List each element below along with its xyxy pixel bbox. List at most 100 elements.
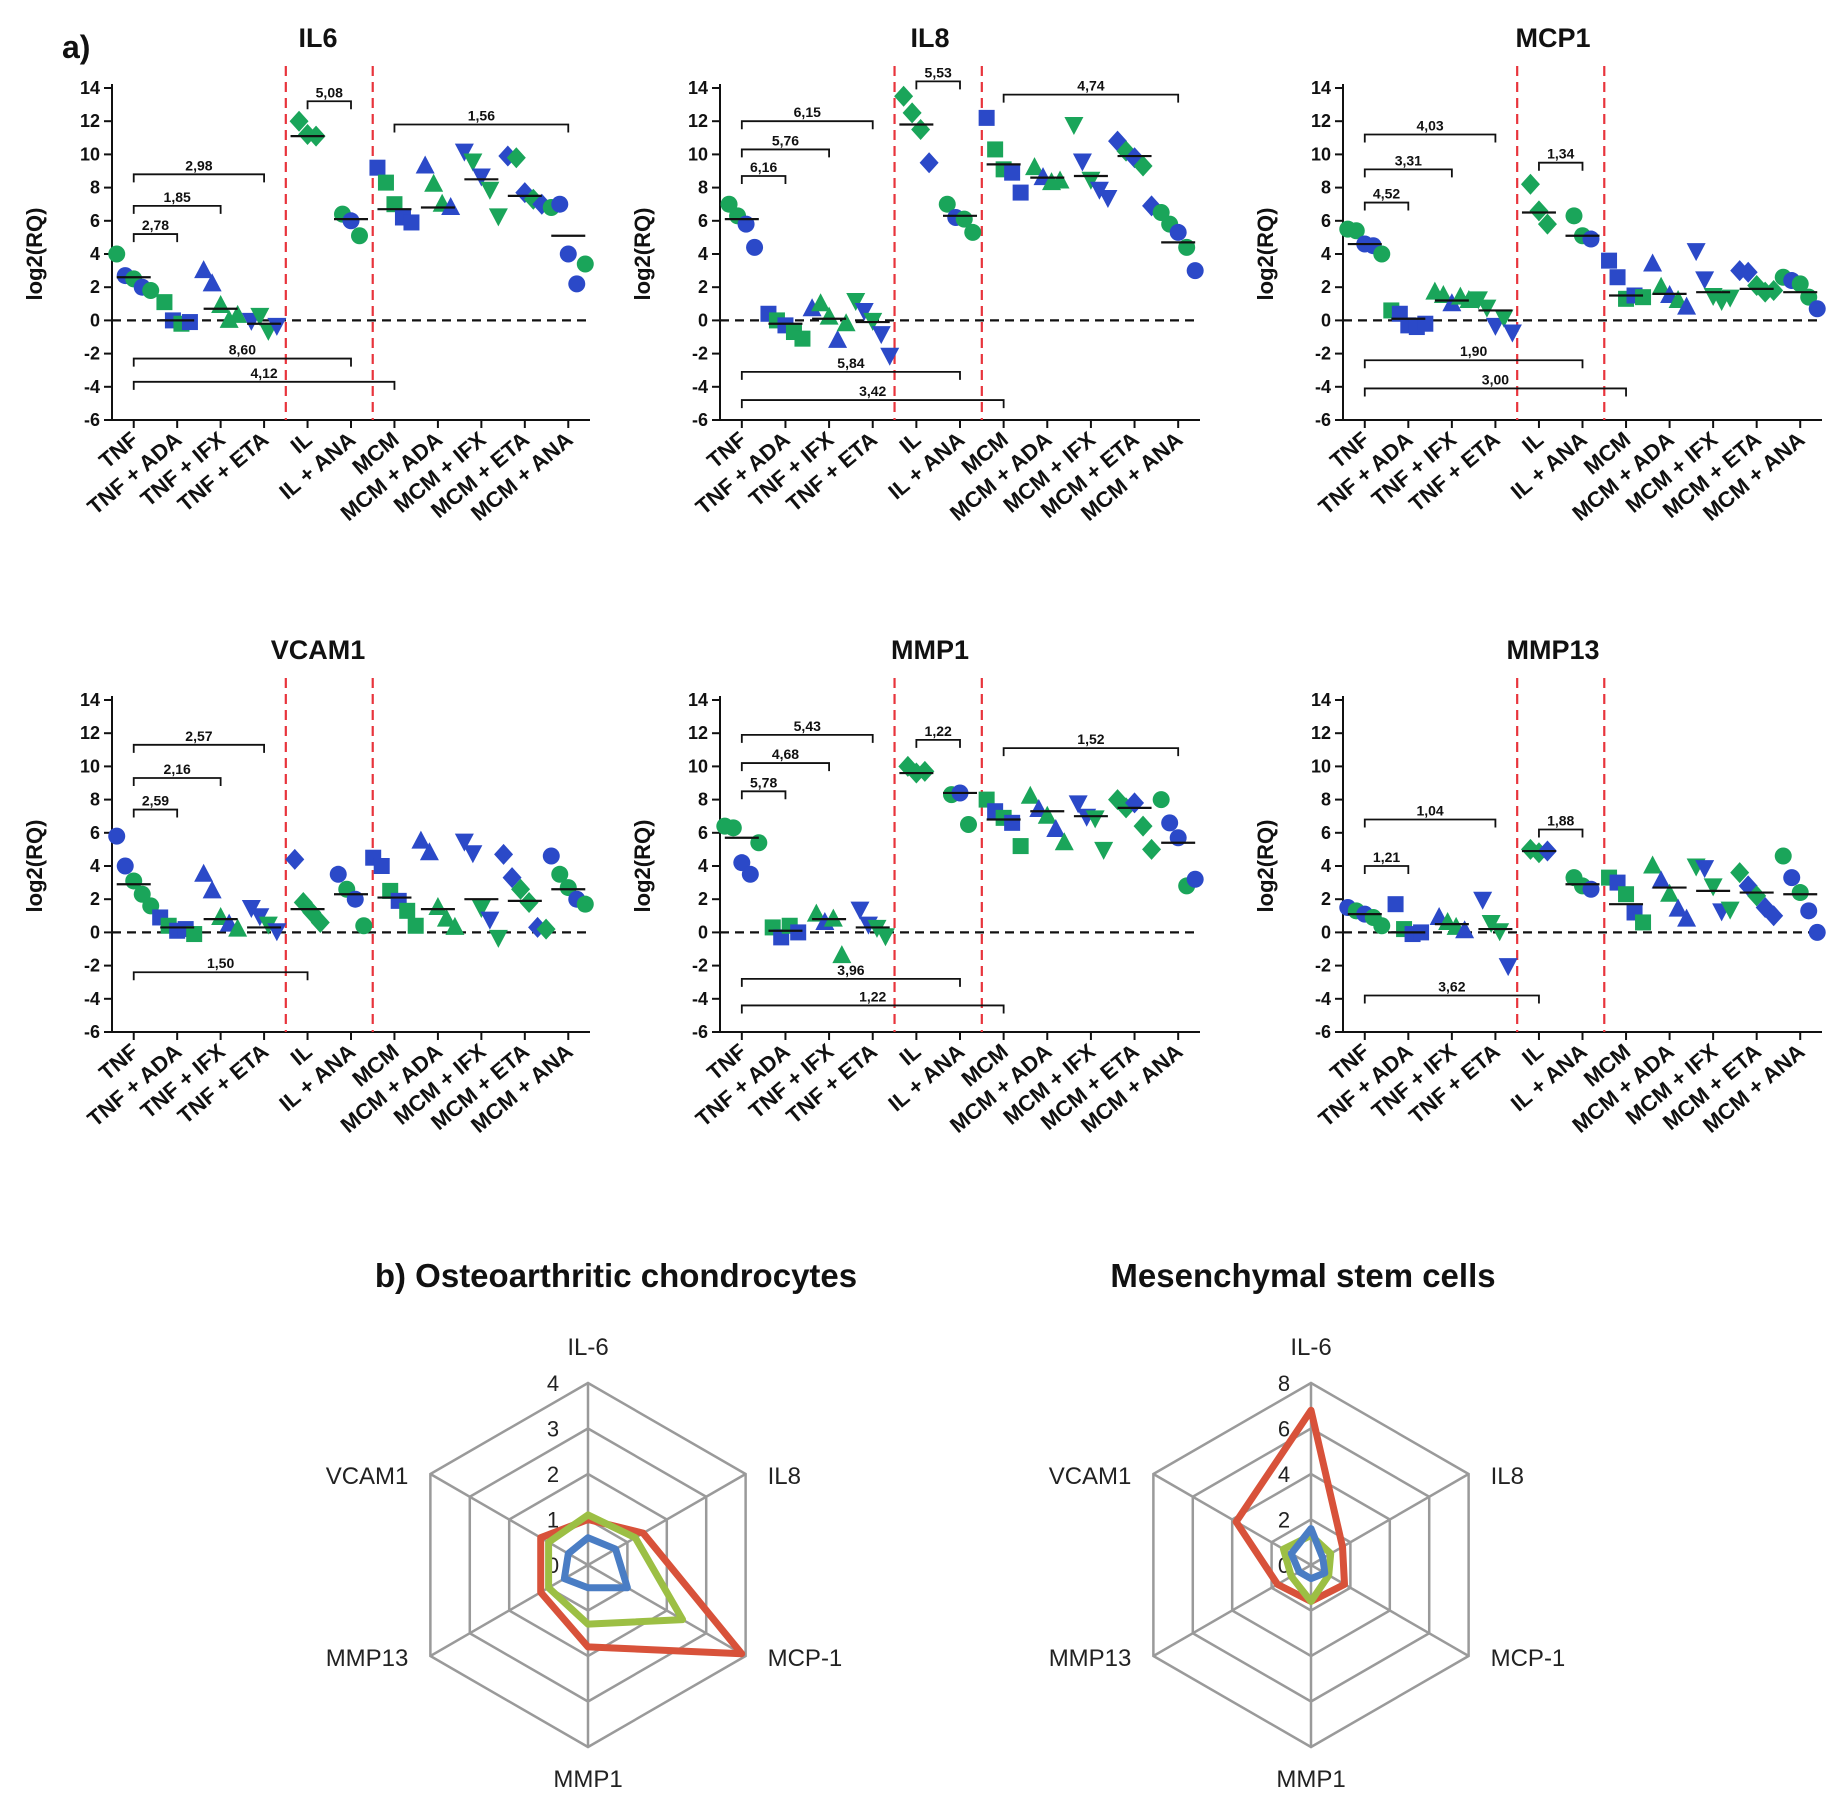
radar-title: b) Osteoarthritic chondrocytes (375, 1257, 857, 1294)
data-point (1643, 253, 1663, 272)
data-point (373, 858, 390, 874)
y-tick-label: 10 (1311, 756, 1331, 776)
significance-label: 4,52 (1373, 186, 1400, 202)
data-point (915, 760, 935, 782)
significance-bracket (1363, 359, 1584, 369)
data-point (1442, 293, 1462, 312)
significance-label: 1,88 (1547, 812, 1574, 828)
significance-bracket (1538, 161, 1584, 171)
data-point (1537, 213, 1557, 235)
data-point (471, 168, 491, 187)
significance-label: 4,74 (1077, 78, 1104, 94)
y-tick-label: -4 (84, 377, 100, 397)
significance-bracket (132, 380, 396, 390)
radar-axis-label: MCP-1 (1491, 1645, 1566, 1672)
data-point (1651, 276, 1671, 295)
data-point (1387, 896, 1404, 913)
data-point (1502, 324, 1522, 343)
data-point (156, 294, 173, 311)
y-tick-label: -6 (692, 410, 708, 430)
data-point (108, 245, 126, 263)
y-tick-label: 14 (688, 690, 708, 710)
data-point (823, 908, 843, 927)
y-tick-label: -2 (692, 956, 708, 976)
data-point (1783, 869, 1801, 887)
data-point (551, 865, 569, 883)
panel-a-label: a) (62, 29, 90, 65)
data-point (720, 195, 738, 213)
data-point (228, 918, 248, 937)
data-point (1133, 155, 1153, 177)
data-point (1668, 289, 1688, 308)
y-tick-label: -2 (84, 344, 100, 364)
radar-ring-label: 3 (547, 1417, 559, 1442)
data-point (806, 903, 826, 922)
y-tick-label: 0 (90, 310, 100, 330)
data-point (329, 865, 347, 883)
significance-bracket (132, 204, 222, 214)
data-point (1520, 173, 1540, 195)
data-point (1037, 805, 1057, 824)
significance-label: 6,16 (750, 159, 777, 175)
data-point (289, 110, 309, 132)
radar-chart-1: b) Osteoarthritic chondrocytes01234IL-6I… (326, 1257, 857, 1793)
significance-bracket (132, 743, 265, 753)
data-point (1686, 243, 1706, 262)
y-tick-label: 14 (688, 78, 708, 98)
significance-bracket (740, 977, 961, 987)
y-tick-label: 12 (80, 723, 100, 743)
data-point (1668, 898, 1688, 917)
y-tick-label: 4 (90, 856, 100, 876)
data-point (1373, 245, 1391, 263)
data-point (108, 827, 126, 845)
data-point (424, 173, 444, 192)
data-point (511, 878, 531, 900)
data-point (142, 282, 160, 300)
data-point (502, 867, 522, 889)
y-tick-label: -2 (1315, 956, 1331, 976)
significance-label: 1,21 (1373, 849, 1400, 865)
data-point (802, 298, 822, 317)
data-point (871, 326, 891, 345)
data-point (1747, 885, 1767, 907)
radar-axis-label: IL-6 (567, 1334, 608, 1361)
significance-label: 3,62 (1438, 978, 1465, 994)
y-tick-label: 6 (90, 211, 100, 231)
radar-axis-label: MCP-1 (768, 1645, 843, 1672)
data-point (267, 317, 287, 336)
significance-label: 5,84 (837, 355, 864, 371)
data-point (1473, 891, 1493, 910)
data-point (1695, 860, 1715, 879)
significance-label: 3,00 (1482, 371, 1509, 387)
data-point (1029, 799, 1049, 818)
data-point (1609, 269, 1626, 286)
y-axis-label: log2(RQ) (22, 820, 47, 913)
chart-title: MMP1 (891, 635, 969, 665)
significance-bracket (740, 733, 874, 743)
y-tick-label: 12 (80, 111, 100, 131)
y-tick-label: 12 (1311, 723, 1331, 743)
y-axis-label: log2(RQ) (630, 820, 655, 913)
significance-label: 3,31 (1395, 152, 1422, 168)
data-point (733, 854, 751, 872)
chart-title: MCP1 (1515, 23, 1590, 53)
significance-label: 1,04 (1416, 803, 1443, 819)
y-tick-label: 6 (90, 823, 100, 843)
data-point (445, 916, 465, 935)
data-point (911, 119, 931, 140)
significance-bracket (1002, 747, 1180, 757)
y-tick-label: 2 (1321, 277, 1331, 297)
radar-axis-label: IL-6 (1290, 1334, 1331, 1361)
y-tick-label: 0 (698, 310, 708, 330)
data-point (228, 304, 248, 323)
data-point (1433, 285, 1453, 303)
data-point (894, 85, 914, 107)
data-point (1169, 223, 1187, 241)
data-point (794, 330, 811, 347)
radar-ring-label: 4 (547, 1371, 559, 1396)
y-tick-label: 14 (80, 690, 100, 710)
radar-axis-label: VCAM1 (1049, 1463, 1132, 1490)
significance-label: 1,90 (1460, 343, 1487, 359)
data-point (1455, 920, 1475, 939)
